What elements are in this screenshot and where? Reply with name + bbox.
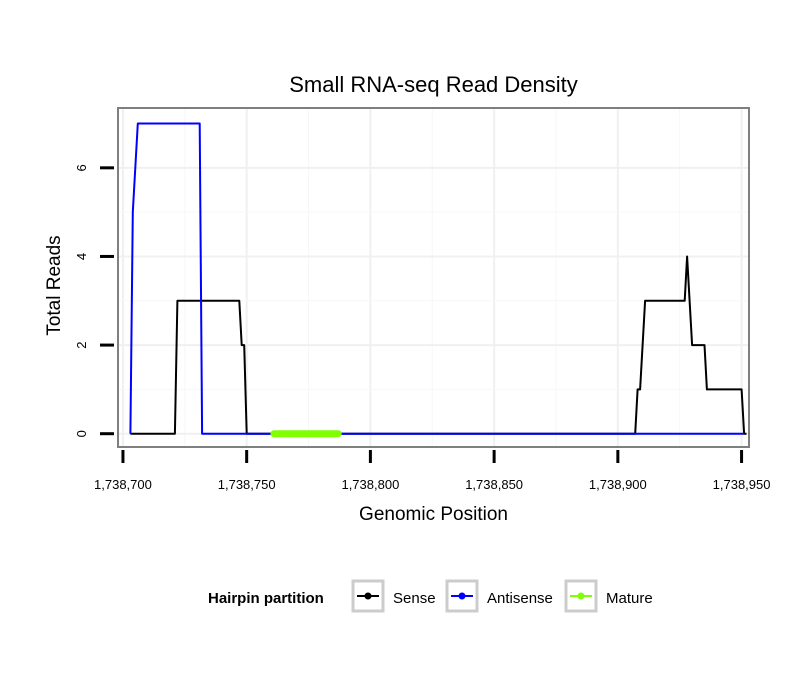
x-tick-label: 1,738,700 bbox=[94, 477, 152, 492]
x-tick-label: 1,738,800 bbox=[341, 477, 399, 492]
plot-border bbox=[117, 107, 750, 448]
x-tick-label: 1,738,850 bbox=[465, 477, 523, 492]
y-axis: 0 2 4 6 bbox=[74, 164, 114, 437]
legend-key-point bbox=[458, 592, 466, 600]
legend-label-antisense: Antisense bbox=[487, 590, 553, 607]
legend-title: Hairpin partition bbox=[208, 590, 324, 607]
x-tick-label: 1,738,900 bbox=[589, 477, 647, 492]
chart-title: Small RNA-seq Read Density bbox=[289, 72, 578, 97]
y-tick-label: 2 bbox=[74, 341, 89, 348]
series-layer bbox=[129, 122, 747, 438]
x-axis-label: Genomic Position bbox=[359, 504, 508, 525]
x-axis: 1,738,700 1,738,750 1,738,800 1,738,850 1,73… bbox=[94, 450, 770, 492]
y-axis-label: Total Reads bbox=[44, 235, 65, 335]
y-tick-label: 4 bbox=[74, 253, 89, 260]
legend: Hairpin partition Sense Antisense Mature bbox=[208, 579, 653, 613]
legend-label-sense: Sense bbox=[393, 590, 436, 607]
plot-panel bbox=[118, 108, 749, 447]
series-line-sense bbox=[130, 255, 747, 435]
y-tick-label: 0 bbox=[74, 430, 89, 437]
x-tick-label: 1,738,750 bbox=[218, 477, 276, 492]
y-tick-label: 6 bbox=[74, 164, 89, 171]
legend-label-mature: Mature bbox=[606, 590, 653, 607]
legend-key-point bbox=[577, 592, 585, 600]
x-tick-label: 1,738,950 bbox=[713, 477, 771, 492]
legend-key-point bbox=[364, 592, 372, 600]
